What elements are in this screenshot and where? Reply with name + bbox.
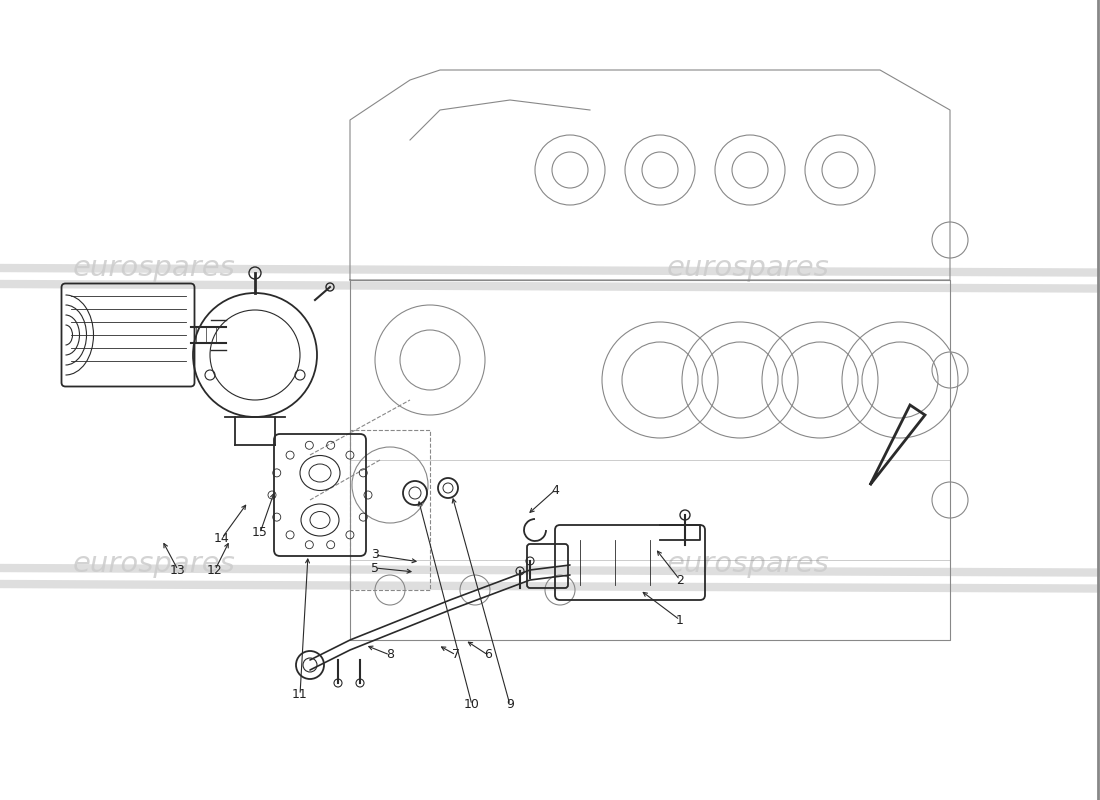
Text: 5: 5 [371,562,380,574]
Text: 8: 8 [386,649,394,662]
Text: eurospares: eurospares [667,550,829,578]
Text: 6: 6 [484,649,492,662]
Text: 2: 2 [676,574,684,586]
Text: 3: 3 [371,549,378,562]
Text: 10: 10 [464,698,480,711]
Text: 1: 1 [676,614,684,626]
Text: eurospares: eurospares [667,254,829,282]
Text: 7: 7 [452,649,460,662]
Text: 14: 14 [214,531,230,545]
Text: 15: 15 [252,526,268,539]
Text: 12: 12 [207,563,223,577]
Text: 13: 13 [170,563,186,577]
Text: 9: 9 [506,698,514,711]
Text: 11: 11 [293,689,308,702]
Text: eurospares: eurospares [73,254,235,282]
Text: 4: 4 [551,483,559,497]
Text: eurospares: eurospares [73,550,235,578]
